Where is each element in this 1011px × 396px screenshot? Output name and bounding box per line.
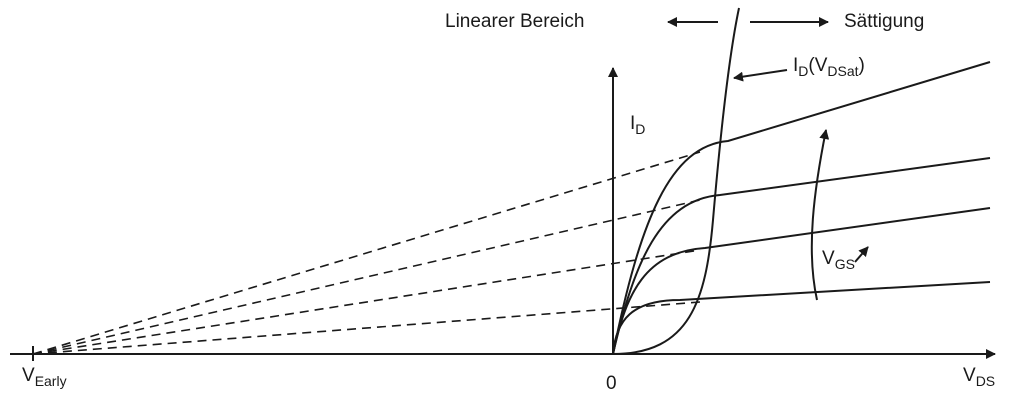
linear-region-label: Linearer Bereich <box>445 11 585 32</box>
saturation-label: Sättigung <box>844 11 925 32</box>
id-curve-1 <box>612 281 991 355</box>
vgs-increase-arrow-icon <box>810 129 830 301</box>
early-extrapolation-lines <box>32 151 701 355</box>
origin-label: 0 <box>606 373 617 394</box>
vds-axis-label: VDS <box>963 365 996 389</box>
id-vdsat-label: ID(VDSat) <box>793 55 865 79</box>
extrapolation-line <box>32 151 701 355</box>
id-curve-3 <box>612 157 991 355</box>
id-curve-2 <box>612 207 991 355</box>
id-axis-label: ID <box>630 113 646 137</box>
vgs-label: VGS <box>822 248 855 272</box>
extrapolation-line <box>32 301 701 355</box>
vgs-small-arrow <box>854 246 869 263</box>
id-curve-4 <box>612 61 991 355</box>
vearly-label: VEarly <box>22 365 67 389</box>
extrapolation-line <box>32 249 701 355</box>
extrapolation-line <box>32 199 701 355</box>
saturation-boundary-curve <box>612 7 740 355</box>
id-vdsat-pointer <box>733 69 788 82</box>
